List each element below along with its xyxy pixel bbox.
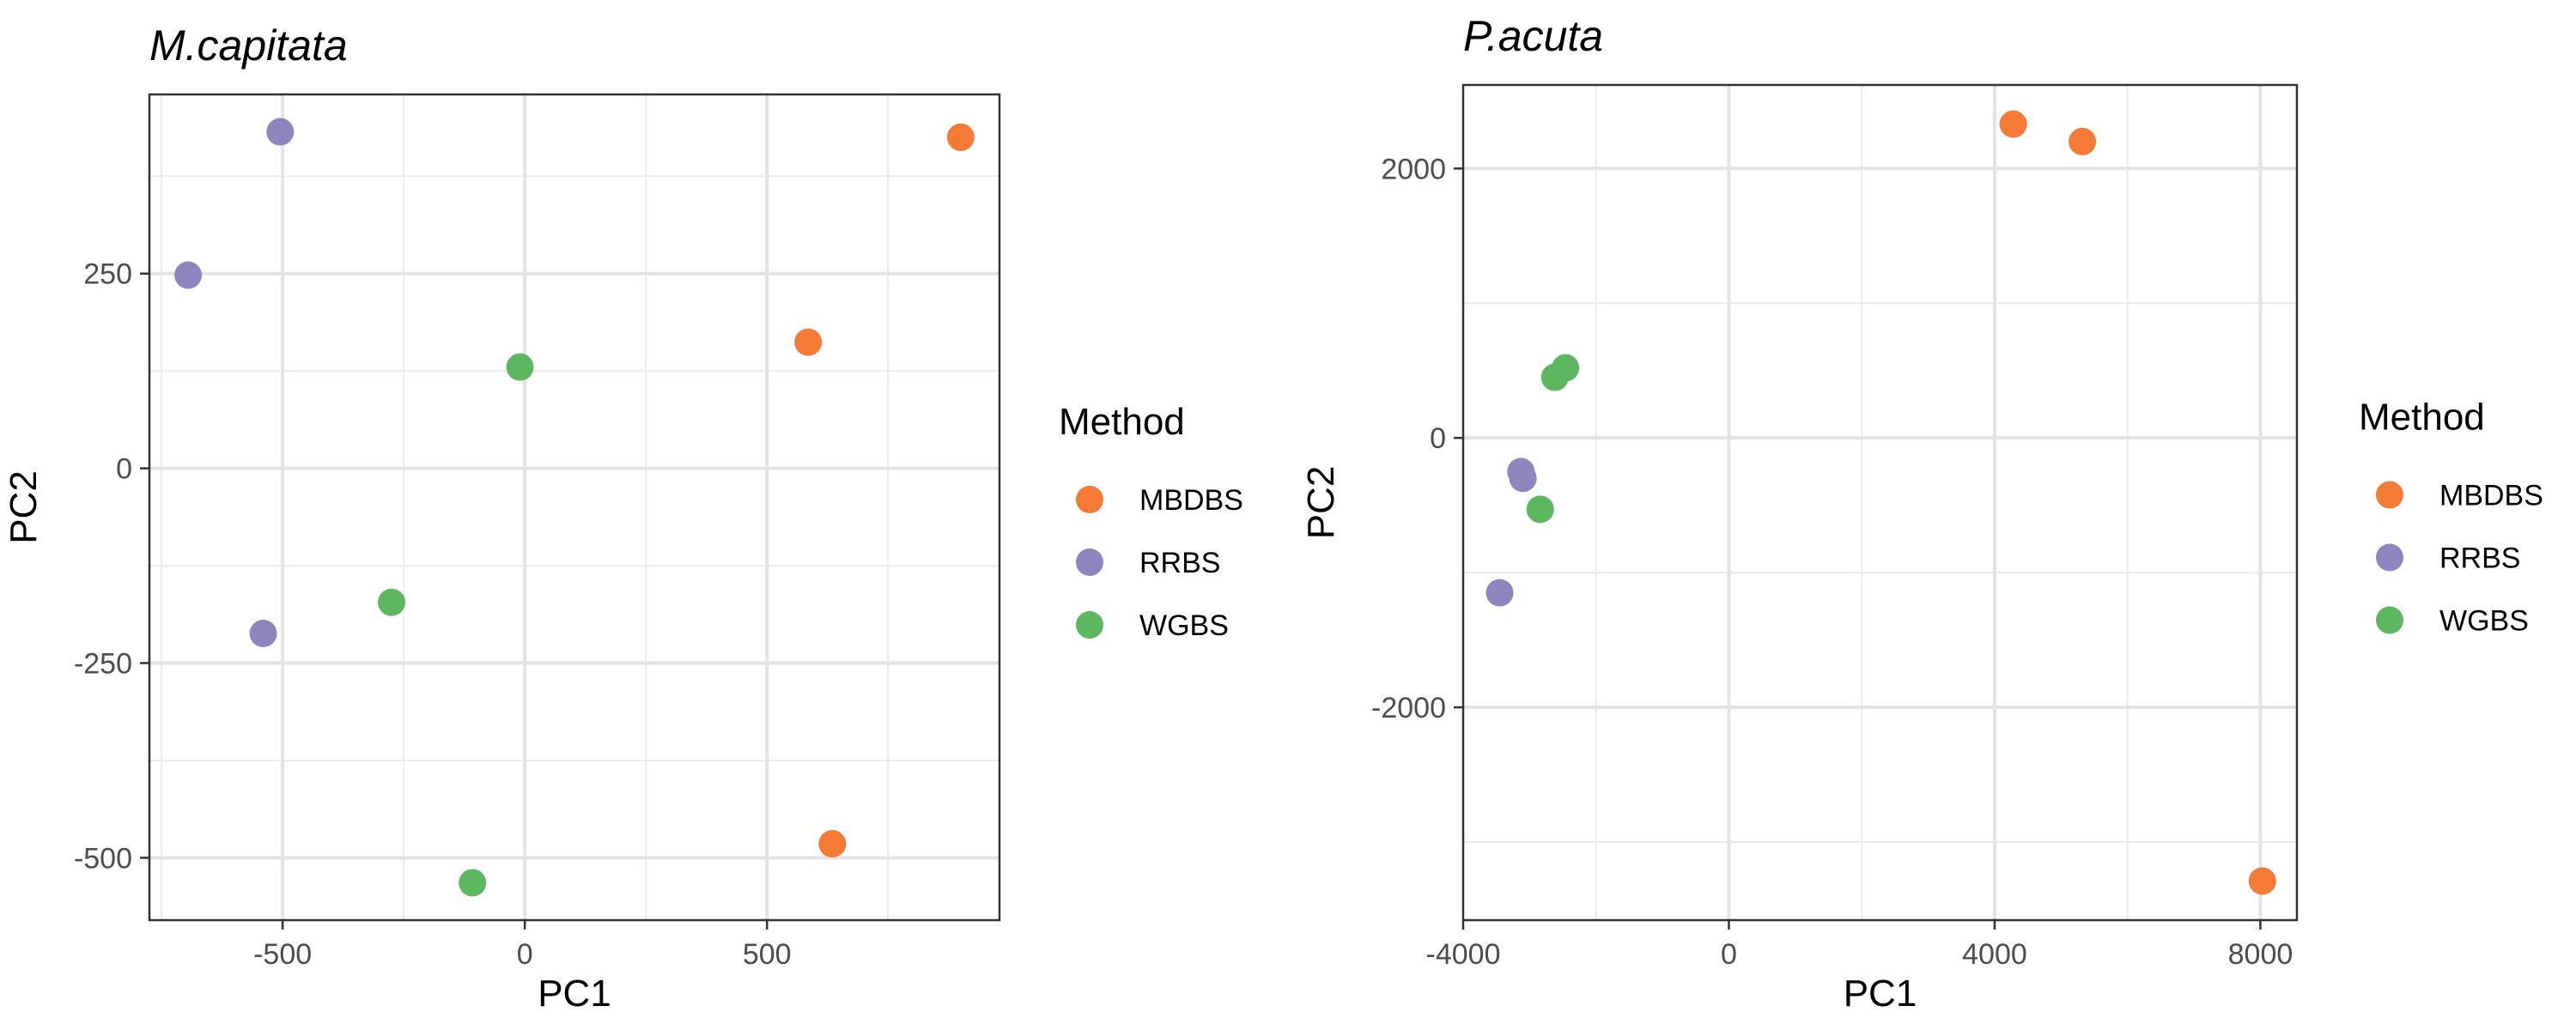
y-tick-label: 0 xyxy=(1430,422,1446,455)
legend-label-mbdbs: MBDBS xyxy=(2439,480,2543,512)
chart-title: P.acuta xyxy=(1463,12,1603,60)
y-tick-label: 250 xyxy=(83,258,132,291)
legend-key-rrbs xyxy=(2376,543,2403,572)
panel-border xyxy=(148,93,1001,922)
point-wgbs xyxy=(506,353,534,381)
legend-key-mbdbs xyxy=(1076,486,1103,513)
x-tick-label: 0 xyxy=(1721,938,1737,971)
y-tick-label: 2000 xyxy=(1381,153,1446,185)
legend-label-rrbs: RRBS xyxy=(2439,542,2520,575)
legend-title: Method xyxy=(1059,401,1185,443)
legend: Method MBDBS RRBS WGBS xyxy=(1059,401,1243,642)
y-axis-label: PC2 xyxy=(3,470,45,544)
x-tick-label: 0 xyxy=(517,938,533,971)
x-tick-label: 4000 xyxy=(1962,938,2027,971)
point-mbdbs xyxy=(2248,867,2276,895)
x-tick-label: 8000 xyxy=(2228,938,2293,971)
legend-label-mbdbs: MBDBS xyxy=(1139,484,1243,517)
point-wgbs xyxy=(1540,363,1569,391)
legend: Method MBDBS RRBS WGBS xyxy=(2359,397,2543,638)
y-axis-label: PC2 xyxy=(1300,466,1342,540)
x-tick-label: -4000 xyxy=(1426,938,1501,971)
x-axis-label: PC1 xyxy=(1844,972,1917,1015)
y-tick-label: 0 xyxy=(116,453,132,486)
chart-title: M.capitata xyxy=(149,21,348,70)
point-rrbs xyxy=(249,620,277,648)
point-mbdbs xyxy=(1999,110,2027,138)
panel-border xyxy=(1461,83,2299,922)
legend-label-rrbs: RRBS xyxy=(1139,547,1220,579)
legend-label-wgbs: WGBS xyxy=(1139,609,1229,642)
point-wgbs xyxy=(1526,495,1554,524)
legend-key-wgbs xyxy=(1076,611,1103,639)
point-rrbs xyxy=(1485,579,1514,607)
point-rrbs xyxy=(174,261,203,289)
point-wgbs xyxy=(459,869,487,897)
panel-2: P.acuta -4000 0 4000 8000 -2000 0 2000 PC1 PC2 Met… xyxy=(1300,12,2543,1015)
point-mbdbs xyxy=(946,123,975,151)
point-mbdbs xyxy=(794,328,823,356)
y-tick-label: -2000 xyxy=(1371,692,1446,724)
point-rrbs xyxy=(266,118,295,146)
legend-key-mbdbs xyxy=(2376,481,2403,509)
panel-1: M.capitata -500 0 500 -500 -250 0 250 PC1 PC2 Meth… xyxy=(3,21,1243,1015)
legend-key-rrbs xyxy=(1076,548,1103,576)
point-mbdbs xyxy=(2069,127,2097,155)
point-mbdbs xyxy=(818,830,847,858)
point-rrbs xyxy=(1509,464,1537,493)
x-axis-label: PC1 xyxy=(538,972,611,1015)
y-tick-label: -250 xyxy=(74,648,132,681)
legend-label-wgbs: WGBS xyxy=(2439,605,2529,638)
y-tick-label: -500 xyxy=(74,842,132,875)
legend-title: Method xyxy=(2359,397,2485,439)
x-tick-label: -500 xyxy=(253,938,312,971)
legend-key-wgbs xyxy=(2376,606,2403,634)
x-tick-label: 500 xyxy=(743,938,792,971)
point-wgbs xyxy=(378,588,406,616)
